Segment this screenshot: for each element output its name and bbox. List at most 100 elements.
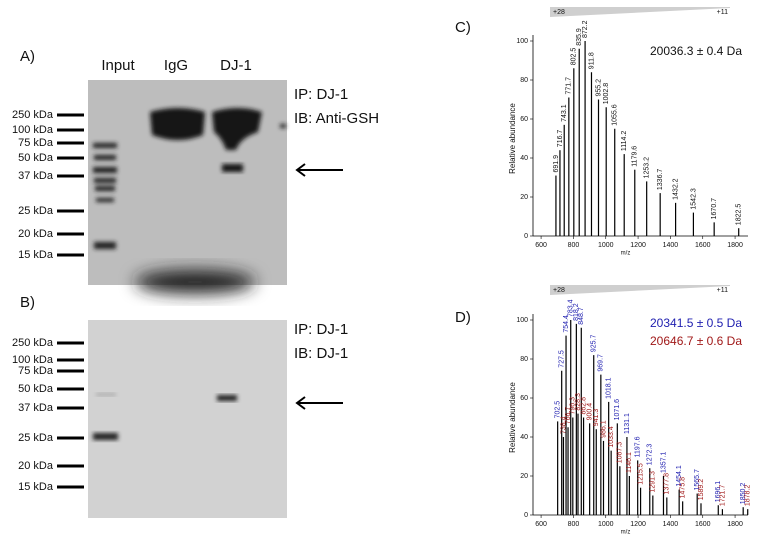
marker-label: 250 kDa — [12, 337, 54, 349]
peak-label: 1087.3 — [617, 442, 624, 464]
peak-label: 1822.5 — [736, 204, 743, 226]
x-tick-label: 800 — [568, 242, 580, 249]
peak-label: 911.8 — [588, 52, 595, 69]
marker-label: 100 kDa — [12, 124, 54, 136]
peak-label: 1055.6 — [612, 104, 619, 126]
marker-label: 25 kDa — [18, 432, 54, 444]
peak-label: 766.7 — [565, 407, 572, 425]
peak-label: 848.7 — [578, 307, 585, 325]
peak-label: 1114.2 — [621, 131, 628, 151]
peak-label: 727.5 — [559, 350, 566, 368]
peak-label: 1565.7 — [694, 469, 701, 491]
blot-b — [88, 320, 287, 518]
peak-label: 738.4 — [560, 416, 567, 434]
x-tick-label: 1200 — [630, 242, 646, 249]
peak-label: 835.9 — [576, 28, 583, 46]
y-tick-label: 20 — [520, 194, 528, 201]
peak-label: 1253.2 — [644, 157, 651, 179]
peak-label: 1131.1 — [624, 413, 631, 434]
peak-label: 702.5 — [554, 401, 561, 419]
blot-label: IP: DJ-1 — [294, 321, 348, 338]
peak-label: 1878.2 — [745, 485, 752, 507]
y-tick-label: 40 — [520, 434, 528, 441]
marker-label: 25 kDa — [18, 205, 54, 217]
x-tick-label: 1400 — [663, 242, 679, 249]
marker-label: 15 kDa — [18, 249, 54, 261]
peak-label: 1670.7 — [711, 198, 718, 220]
y-tick-label: 100 — [516, 317, 528, 324]
peak-label: 1291.3 — [650, 471, 657, 493]
peak-label: 802.5 — [571, 48, 578, 66]
peak-label: 925.7 — [591, 334, 598, 352]
peak-label: 818.2 — [573, 303, 580, 321]
peak-label: 754.4 — [563, 315, 570, 333]
peak-label: 872.2 — [582, 20, 589, 38]
panel-label: A) — [20, 48, 35, 65]
series-label: 20341.5 ± 0.5 Da — [650, 316, 742, 330]
x-axis-label: m/z — [621, 251, 631, 257]
x-axis-label: m/z — [621, 530, 631, 536]
peak-label: 828.3 — [575, 393, 582, 411]
series-label: 20646.7 ± 0.6 Da — [650, 334, 742, 348]
marker-label: 37 kDa — [18, 402, 54, 414]
peak-label: 1850.2 — [740, 483, 747, 505]
peak-label: 1272.3 — [647, 444, 654, 466]
x-tick-label: 1000 — [598, 242, 614, 249]
blot-label: IP: DJ-1 — [294, 86, 348, 103]
y-tick-label: 60 — [520, 116, 528, 123]
peak-label: 771.7 — [566, 77, 573, 95]
lane-label: IgG — [164, 57, 188, 74]
y-tick-label: 100 — [516, 38, 528, 45]
peak-label: 1454.1 — [676, 465, 683, 487]
panel-label: C) — [455, 19, 471, 36]
blot-label: IB: DJ-1 — [294, 345, 348, 362]
x-tick-label: 800 — [568, 521, 580, 528]
peak-label: 1357.1 — [660, 451, 667, 473]
peak-label: 783.4 — [568, 299, 575, 317]
peak-label: 986.1 — [600, 420, 607, 438]
charge-label: +28 — [553, 9, 565, 16]
marker-label: 75 kDa — [18, 365, 54, 377]
y-tick-label: 40 — [520, 155, 528, 162]
x-tick-label: 600 — [535, 521, 547, 528]
charge-gradient — [550, 7, 730, 17]
marker-label: 15 kDa — [18, 481, 54, 493]
lane-label: Input — [101, 57, 135, 74]
marker-label: 50 kDa — [18, 383, 54, 395]
peak-label: 941.3 — [593, 409, 600, 427]
peak-label: 1179.6 — [632, 146, 639, 167]
y-tick-label: 80 — [520, 356, 528, 363]
x-tick-label: 1000 — [598, 521, 614, 528]
peak-label: 796.3 — [570, 397, 577, 415]
peak-label: 691.9 — [553, 155, 560, 173]
marker-label: 50 kDa — [18, 152, 54, 164]
x-tick-label: 1600 — [695, 242, 711, 249]
y-axis-label: Relative abundance — [508, 103, 517, 174]
lane-label: DJ-1 — [220, 57, 252, 74]
y-tick-label: 60 — [520, 395, 528, 402]
peak-label: 1002.8 — [603, 83, 610, 105]
x-tick-label: 1800 — [727, 242, 743, 249]
peak-label: 955.2 — [595, 79, 602, 97]
peak-label: 1475.8 — [680, 477, 687, 499]
marker-label: 20 kDa — [18, 460, 54, 472]
marker-label: 20 kDa — [18, 228, 54, 240]
blot-label: IB: Anti-GSH — [294, 110, 379, 127]
peak-label: 1146.1 — [626, 452, 633, 473]
peak-label: 1377.8 — [664, 473, 671, 495]
peak-label: 1033.4 — [608, 426, 615, 448]
peak-label: 1721.7 — [719, 485, 726, 507]
marker-label: 100 kDa — [12, 354, 54, 366]
y-tick-label: 80 — [520, 77, 528, 84]
peak-label: 1018.1 — [606, 377, 613, 399]
blot-a — [88, 80, 287, 294]
peak-label: 900.4 — [586, 403, 593, 421]
peak-label: 1071.6 — [614, 399, 621, 421]
charge-label: +11 — [717, 9, 728, 16]
arrow — [295, 163, 343, 410]
series-label: 20036.3 ± 0.4 Da — [650, 44, 742, 58]
x-tick-label: 1400 — [663, 521, 679, 528]
y-tick-label: 0 — [524, 512, 528, 519]
charge-gradient — [550, 285, 730, 295]
peak-label: 1589.2 — [698, 479, 705, 501]
